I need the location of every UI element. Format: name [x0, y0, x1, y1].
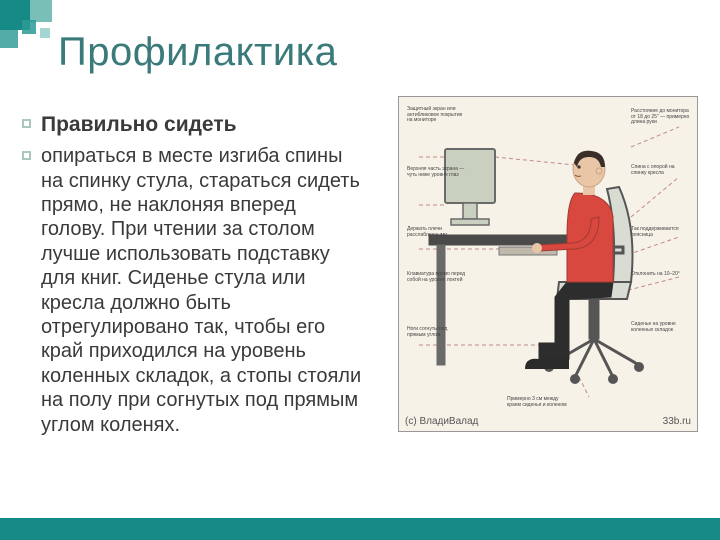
subtitle-text: Правильно сидеть [41, 112, 237, 138]
decor-square [40, 28, 50, 38]
diagram-callout: Защитный экран или антибликовое покрытие… [407, 107, 467, 124]
diagram-callout: Сиденье на уровне коленных складок [631, 322, 691, 333]
diagram-callout: Клавиатура прямо перед собой на уровне л… [407, 272, 467, 283]
bullet-icon [22, 151, 31, 160]
diagram-callout: Расстояние до монитора от 18 до 25" — пр… [631, 109, 691, 126]
bottom-accent-bar [0, 518, 720, 540]
diagram-callout: Ноги согнуты под прямым углом [407, 327, 467, 338]
bullet-icon [22, 119, 31, 128]
body-text: опираться в месте изгиба спины на спинку… [41, 144, 362, 437]
bullet-item-body: опираться в месте изгиба спины на спинку… [22, 144, 362, 437]
diagram-callout: Спина с опорой на спинку кресла [631, 165, 691, 176]
decor-square [30, 0, 52, 22]
decor-square [22, 20, 36, 34]
diagram-callout: Так поддерживается поясница [631, 227, 691, 238]
diagram-callout: Отклонить на 10–20° [631, 272, 691, 278]
diagram-caption-right: 33b.ru [663, 416, 691, 427]
diagram-caption-left: (c) ВладиВалад [405, 416, 478, 427]
slide-title: Профилактика [58, 30, 337, 75]
diagram-callout: Держать плечи расслабленными [407, 227, 467, 238]
ergonomics-diagram: Защитный экран или антибликовое покрытие… [398, 96, 698, 432]
body-column: Правильно сидеть опираться в месте изгиб… [22, 112, 362, 443]
decor-square [0, 30, 18, 48]
bullet-item-subtitle: Правильно сидеть [22, 112, 362, 138]
diagram-callout: Примерно 3 см между краем сиденья и коле… [507, 397, 567, 408]
slide: Профилактика Правильно сидеть опираться … [0, 0, 720, 540]
ergonomics-svg [399, 97, 699, 417]
diagram-callout: Верхняя часть экрана — чуть ниже уровня … [407, 167, 467, 178]
